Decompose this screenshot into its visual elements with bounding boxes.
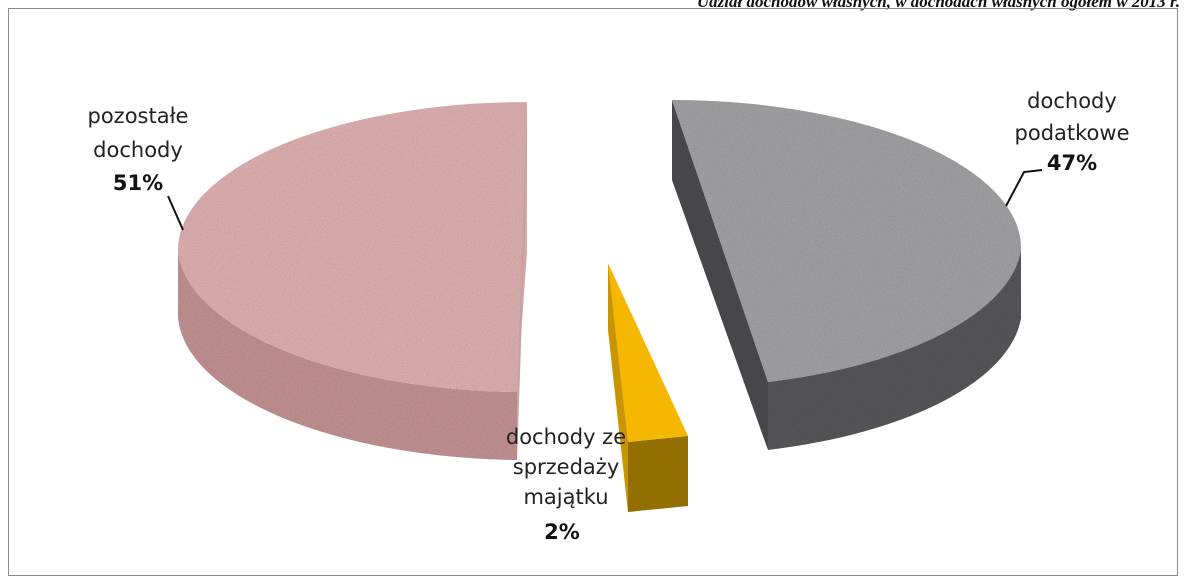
label-pozostale-line2: dochody: [93, 138, 183, 162]
slice-pozostale-dochody: [177, 102, 527, 460]
chart-frame: [8, 8, 1178, 576]
slice-sprzedaz-side: [628, 436, 688, 512]
label-sprzedaz-line1: dochody ze: [506, 425, 626, 449]
slice-podatkowe-cut-face: [672, 100, 768, 450]
label-pozostale-line1: pozostałe: [88, 104, 189, 128]
value-label-pozostale: 51%: [113, 171, 163, 195]
slice-dochody-podatkowe: [672, 100, 1022, 450]
slice-podatkowe-top: [672, 100, 1022, 382]
label-podatkowe-line2: podatkowe: [1015, 121, 1130, 145]
slice-podatkowe-side: [768, 250, 1021, 450]
label-sprzedaz-line3: majątku: [523, 485, 608, 509]
slice-sprzedaz-top: [608, 263, 688, 442]
slice-pozostale-side: [178, 252, 517, 460]
label-podatkowe-line1: dochody: [1027, 89, 1117, 113]
leader-line-podatkowe: [1005, 169, 1043, 207]
slice-sprzedaz-cut-face: [608, 263, 628, 512]
leader-line-pozostale: [167, 195, 184, 231]
slice-pozostale-cut-face: [517, 102, 527, 460]
slice-pozostale-top: [177, 102, 527, 392]
value-label-podatkowe: 47%: [1047, 151, 1097, 175]
slice-sprzedaz-majatku: [608, 263, 688, 512]
value-label-sprzedaz: 2%: [544, 520, 580, 544]
chart-title: Udział dochodów własnych, w dochodach wł…: [696, 0, 1180, 11]
label-sprzedaz-line2: sprzedaży: [513, 455, 620, 479]
